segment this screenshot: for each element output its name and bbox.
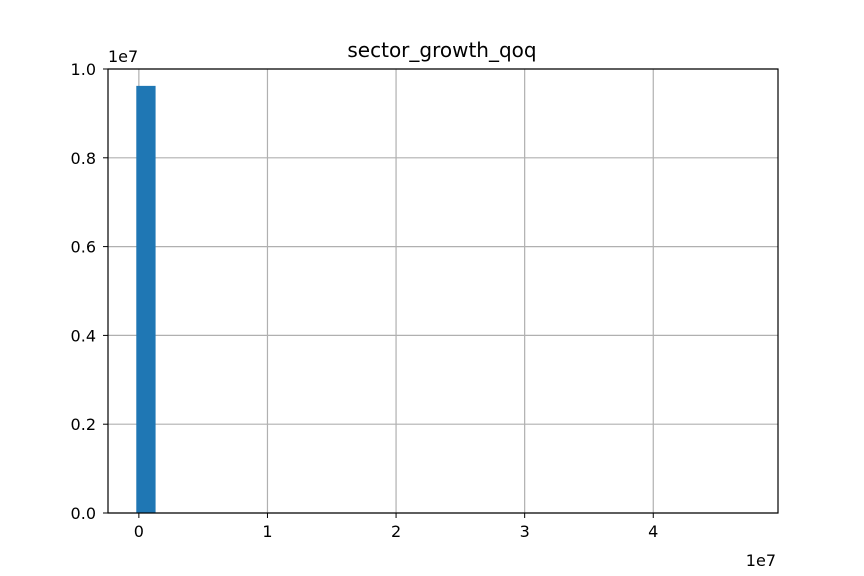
x-tick-label: 3 (520, 522, 530, 541)
x-tick-label: 1 (262, 522, 272, 541)
x-tick-label: 4 (648, 522, 658, 541)
y-tick-label: 0.8 (71, 149, 96, 168)
x-axis-ticks: 0 1 2 3 4 (134, 513, 658, 541)
y-offset-label: 1e7 (108, 47, 138, 66)
y-tick-label: 0.4 (71, 326, 96, 345)
bars (136, 85, 156, 513)
histogram-bar (136, 85, 156, 513)
x-tick-label: 2 (391, 522, 401, 541)
y-tick-label: 1.0 (71, 60, 96, 79)
grid-lines (108, 68, 778, 514)
y-tick-label: 0.0 (71, 504, 96, 523)
chart-title: sector_growth_qoq (347, 38, 536, 62)
y-tick-label: 0.2 (71, 415, 96, 434)
y-axis-ticks: 0.0 0.2 0.4 0.6 0.8 1.0 (71, 60, 108, 523)
x-offset-label: 1e7 (746, 551, 776, 570)
y-tick-label: 0.6 (71, 238, 96, 257)
x-tick-label: 0 (134, 522, 144, 541)
plot-frame (107, 68, 779, 514)
